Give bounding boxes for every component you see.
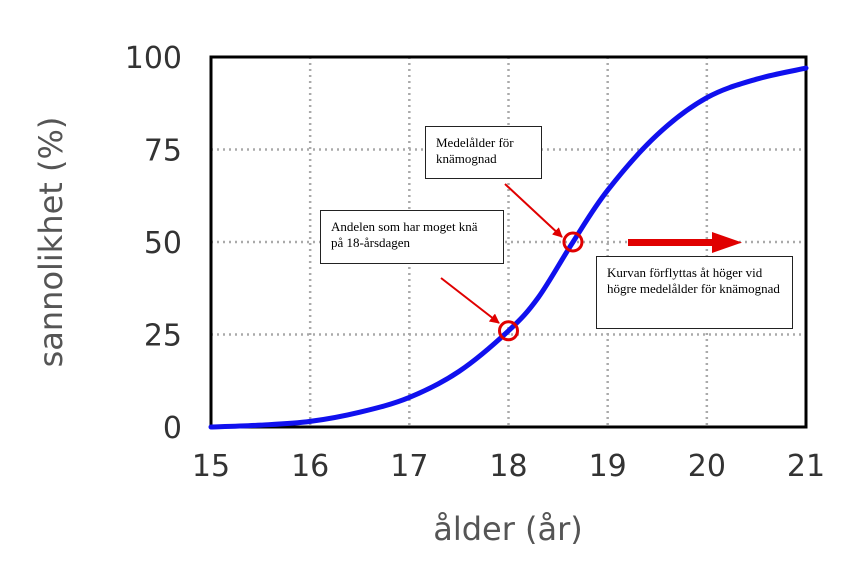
y-axis-label: sannolikhet (%) <box>32 117 70 368</box>
x-tick-label: 20 <box>688 449 726 484</box>
y-tick-label: 0 <box>163 411 182 446</box>
x-tick-labels: 15 16 17 18 19 20 21 <box>192 449 825 484</box>
annotation-shift-right: Kurvan förflyttas åt höger vid högre med… <box>596 256 793 329</box>
x-tick-label: 15 <box>192 449 230 484</box>
plot-frame <box>209 55 808 429</box>
marker-circle <box>562 231 584 253</box>
marker-circle <box>498 320 519 342</box>
x-axis-label: ålder (år) <box>433 510 583 548</box>
grid <box>211 57 806 427</box>
annotation-share-18: Andelen som har moget knä på 18-årsdagen <box>320 210 504 264</box>
series-line <box>208 65 809 430</box>
x-tick-label: 17 <box>390 449 428 484</box>
y-tick-label: 25 <box>144 319 182 354</box>
annotation-median-age: Medelålder för knämognad <box>425 126 542 179</box>
y-tick-label: 50 <box>144 226 182 261</box>
markers <box>498 231 584 342</box>
x-tick-label: 16 <box>291 449 329 484</box>
x-tick-label: 21 <box>787 449 825 484</box>
y-tick-label: 100 <box>125 41 182 76</box>
x-tick-label: 19 <box>589 449 627 484</box>
annotation-arrow-18 <box>440 277 500 324</box>
shift-right-arrow <box>628 232 742 253</box>
annotation-arrow-median <box>504 183 563 238</box>
y-tick-labels: 0 25 50 75 100 <box>125 41 182 446</box>
x-tick-label: 18 <box>489 449 527 484</box>
y-tick-label: 75 <box>144 134 182 169</box>
